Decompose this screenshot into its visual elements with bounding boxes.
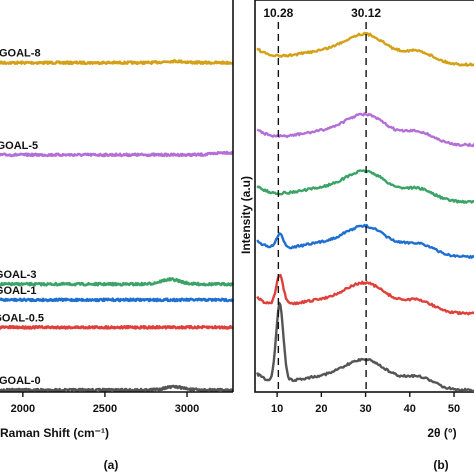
- xrd-reference-label: 30.12: [351, 6, 381, 20]
- xrd-series-line: [256, 223, 474, 259]
- raman-series-label: GOAL-0.5: [0, 312, 44, 324]
- raman-series-label: GOAL-1: [0, 285, 36, 297]
- raman-series-line: [0, 384, 234, 393]
- raman-x-axis-label: Raman Shift (cm⁻¹): [0, 426, 109, 440]
- raman-x-tick-label: 2000: [11, 403, 35, 415]
- xrd-panel-label: (b): [433, 458, 448, 472]
- xrd-reference-label: 10.28: [263, 6, 293, 20]
- xrd-x-tick-label: 30: [359, 403, 371, 415]
- raman-x-tick-label: 3000: [175, 403, 199, 415]
- xrd-series-line: [256, 301, 474, 393]
- raman-panel: GOAL-8 GOAL-5 GOAL-3 GOAL-1 GOAL-0.5 GOAL-0 2…: [0, 0, 235, 472]
- raman-series-label: GOAL-8: [0, 48, 41, 60]
- raman-series-line: [0, 150, 234, 158]
- xrd-x-tick-label: 40: [404, 403, 416, 415]
- xrd-series-line: [256, 169, 474, 204]
- xrd-plot-frame: [254, 0, 474, 393]
- raman-series-line: [0, 277, 235, 287]
- xrd-panel: 10.28 30.12 10 20 30 40 50 Intensity (a.u) 2θ…: [239, 0, 474, 472]
- raman-series-label: GOAL-0: [0, 375, 41, 387]
- raman-series-label: GOAL-3: [0, 269, 36, 281]
- xrd-y-axis-label: Intensity (a.u): [239, 176, 253, 254]
- xrd-series-line: [256, 31, 474, 67]
- raman-series-label: GOAL-5: [0, 140, 38, 152]
- xrd-x-tick-label: 10: [271, 403, 283, 415]
- xrd-series-line: [256, 112, 474, 148]
- xrd-x-tick-label: 50: [448, 403, 460, 415]
- xrd-x-axis-label: 2θ (°): [427, 426, 456, 440]
- raman-panel-label: (a): [104, 458, 119, 472]
- raman-series-line: [0, 58, 234, 66]
- raman-series-line: [0, 324, 234, 330]
- raman-series-line: [0, 297, 235, 303]
- raman-x-tick-label: 2500: [93, 403, 117, 415]
- xrd-x-tick-label: 20: [315, 403, 327, 415]
- xrd-series-line: [256, 273, 474, 316]
